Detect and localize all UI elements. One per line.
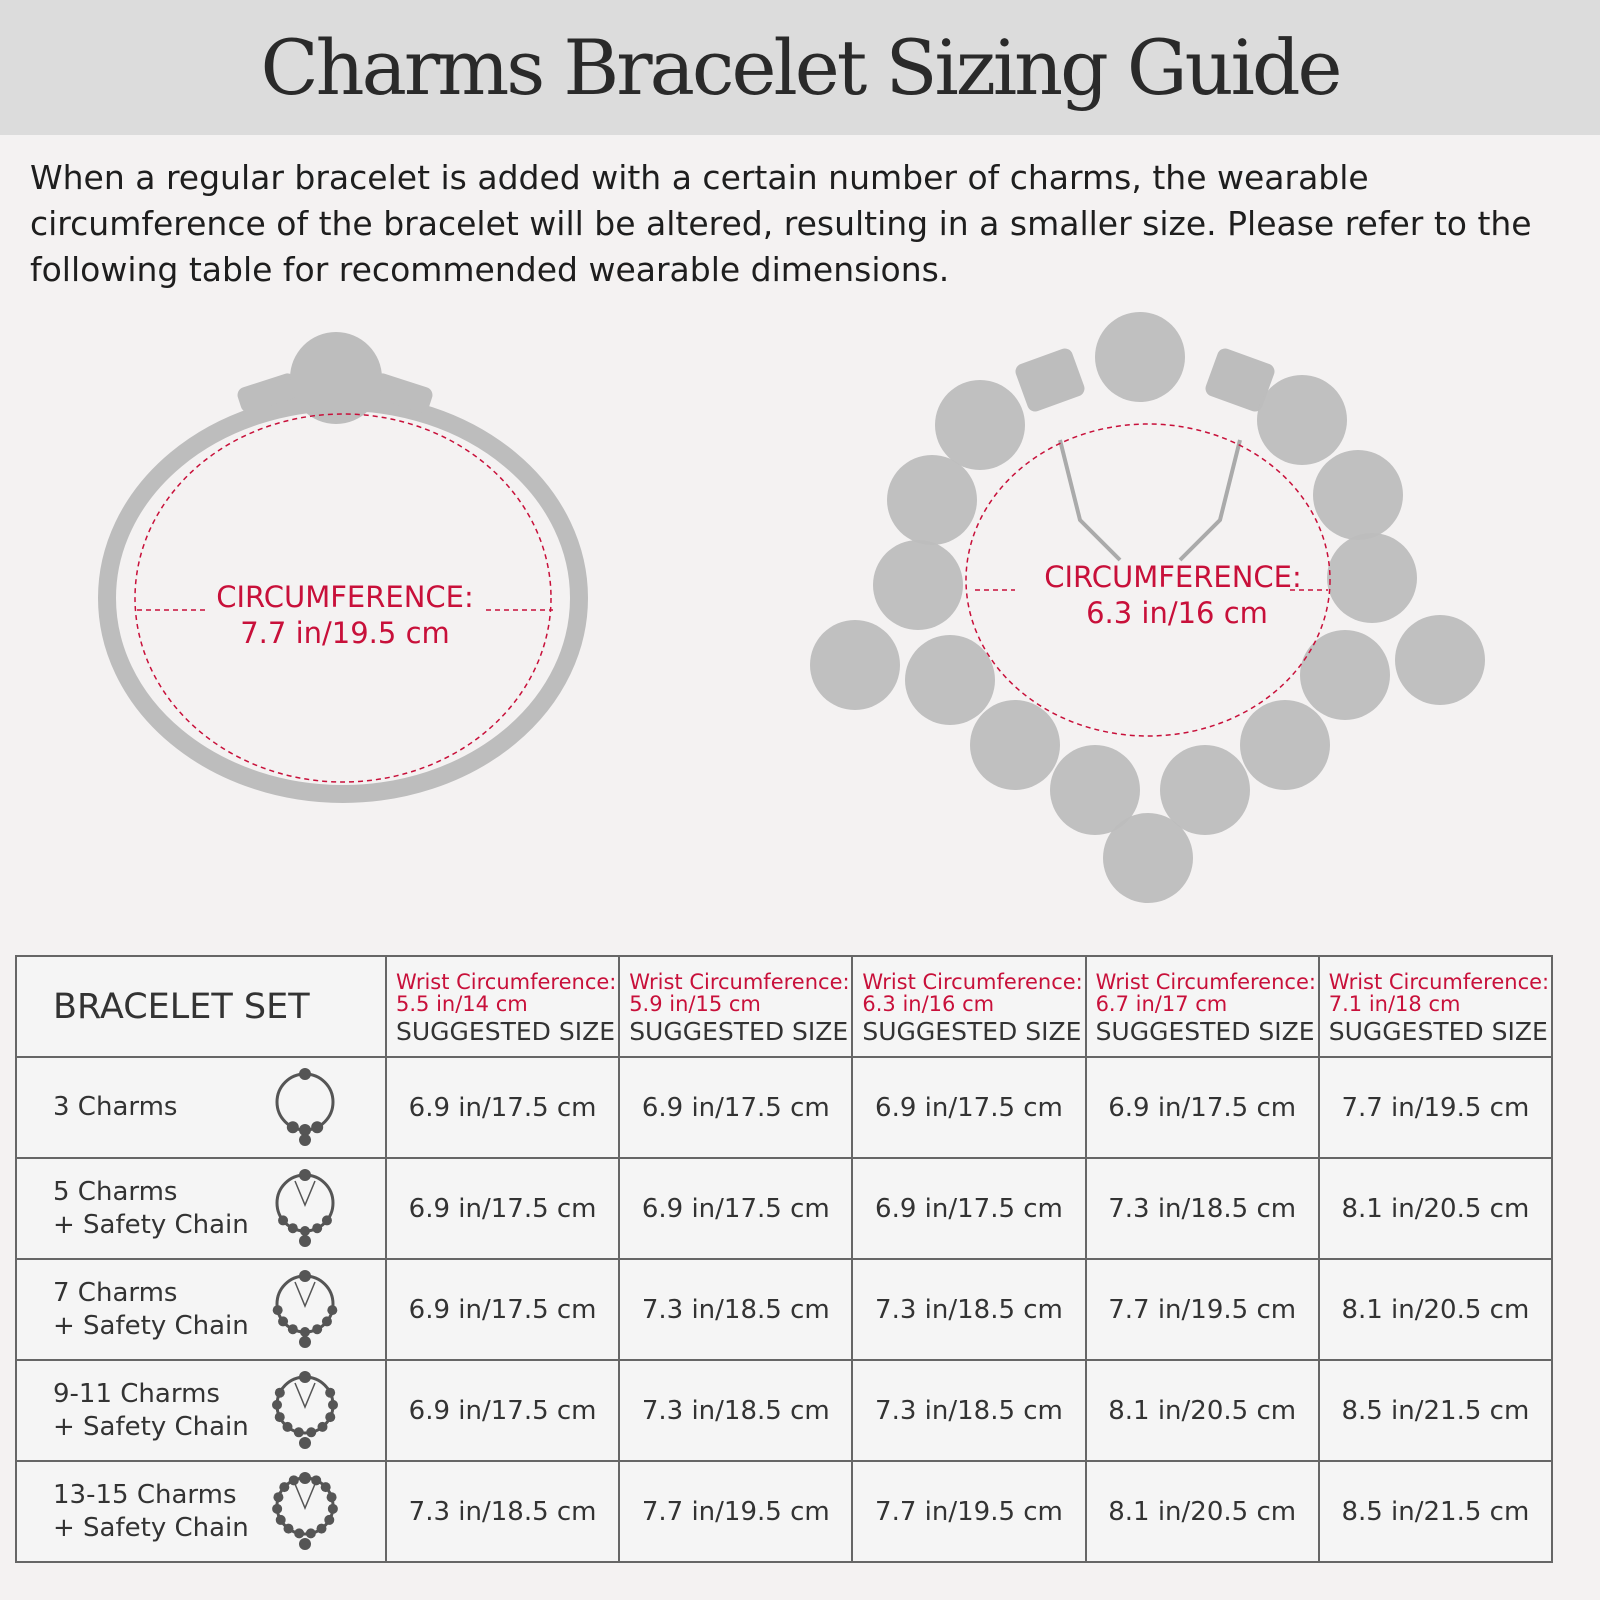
table-row: 9-11 Charms + Safety Chain 6.9 in/17.5 cm… xyxy=(15,1359,1554,1462)
set-name: 9-11 Charms xyxy=(53,1378,220,1409)
size-cell: 7.3 in/18.5 cm xyxy=(618,1258,854,1361)
wrist-size: 6.3 in/16 cm xyxy=(862,991,995,1016)
column-header: Wrist Circumference: 6.3 in/16 cm SUGGESTE… xyxy=(851,955,1087,1058)
size-cell: 8.5 in/21.5 cm xyxy=(1317,1460,1554,1563)
table-header-row: BRACELET SET Wrist Circumference: 5.5 in/… xyxy=(15,955,1554,1058)
intro-text: When a regular bracelet is added with a … xyxy=(30,158,1532,289)
wrist-size: 5.9 in/15 cm xyxy=(629,991,761,1016)
column-header: Wrist Circumference: 5.9 in/15 cm SUGGESTE… xyxy=(618,955,854,1058)
size-cell: 8.1 in/20.5 cm xyxy=(1317,1157,1554,1260)
suggested-size-label: SUGGESTED SIZE xyxy=(1095,1016,1315,1046)
charm-bead xyxy=(1300,630,1390,720)
right-circumference-label: CIRCUMFERENCE: xyxy=(1044,560,1302,594)
bracelet-set-cell: 9-11 Charms + Safety Chain xyxy=(15,1359,387,1462)
bracelet-set-cell: 13-15 Charms + Safety Chain xyxy=(15,1460,387,1563)
wrist-label: Wrist Circumference: xyxy=(396,969,617,994)
left-circumference-label: CIRCUMFERENCE: xyxy=(216,580,474,614)
size-cell: 8.5 in/21.5 cm xyxy=(1317,1359,1554,1462)
size-cell: 6.9 in/17.5 cm xyxy=(384,1359,621,1462)
wrist-size: 6.7 in/17 cm xyxy=(1095,991,1228,1016)
wrist-size: 7.1 in/18 cm xyxy=(1328,991,1461,1016)
charm-bead xyxy=(1160,745,1250,835)
size-cell: 6.9 in/17.5 cm xyxy=(851,1056,1087,1159)
table-row: 13-15 Charms + Safety Chain 7.3 in/18.5 c… xyxy=(15,1460,1554,1563)
wrist-label: Wrist Circumference: xyxy=(1095,969,1316,994)
column-header: Wrist Circumference: 5.5 in/14 cm SUGGESTE… xyxy=(384,955,621,1058)
size-cell: 8.1 in/20.5 cm xyxy=(1317,1258,1554,1361)
charm-bead xyxy=(970,700,1060,790)
size-cell: 7.3 in/18.5 cm xyxy=(1084,1157,1320,1260)
set-name: 7 Charms xyxy=(53,1277,178,1308)
size-cell: 7.7 in/19.5 cm xyxy=(1084,1258,1320,1361)
charm-bead xyxy=(935,380,1025,470)
suggested-size-label: SUGGESTED SIZE xyxy=(862,1016,1082,1046)
size-cell: 8.1 in/20.5 cm xyxy=(1084,1460,1320,1563)
size-cell: 6.9 in/17.5 cm xyxy=(384,1056,621,1159)
charm-bead xyxy=(873,540,963,630)
charm-bead xyxy=(1313,450,1403,540)
bracelet-13-15-charms-icon xyxy=(272,1472,338,1550)
bracelet-9-11-charms-icon xyxy=(272,1371,338,1449)
size-cell: 6.9 in/17.5 cm xyxy=(384,1157,621,1260)
bracelet-5-charms-icon xyxy=(275,1169,335,1247)
suggested-size-label: SUGGESTED SIZE xyxy=(396,1016,616,1046)
table-row: 5 Charms + Safety Chain 6.9 in/17.5 cm 6.9… xyxy=(15,1157,1554,1260)
left-circumference-value: 7.7 in/19.5 cm xyxy=(240,616,450,650)
bracelet-set-cell: 3 Charms xyxy=(15,1056,387,1159)
set-name: 13-15 Charms xyxy=(53,1479,237,1510)
bracelet-set-header: BRACELET SET xyxy=(15,955,387,1058)
set-extra: + Safety Chain xyxy=(53,1310,249,1341)
charm-bracelet-illustration: CIRCUMFERENCE: 6.3 in/16 cm xyxy=(810,312,1485,903)
bracelet-set-cell: 7 Charms + Safety Chain xyxy=(15,1258,387,1361)
title-banner: Charms Bracelet Sizing Guide xyxy=(0,0,1600,135)
size-cell: 6.9 in/17.5 cm xyxy=(1084,1056,1320,1159)
size-cell: 7.7 in/19.5 cm xyxy=(618,1460,854,1563)
charm-bead xyxy=(1103,813,1193,903)
wrist-label: Wrist Circumference: xyxy=(862,969,1083,994)
size-cell: 7.3 in/18.5 cm xyxy=(851,1359,1087,1462)
set-name: 3 Charms xyxy=(53,1092,178,1122)
charm-bead xyxy=(1257,375,1347,465)
size-cell: 7.7 in/19.5 cm xyxy=(1317,1056,1554,1159)
charm-bead xyxy=(1095,312,1185,402)
size-cell: 6.9 in/17.5 cm xyxy=(851,1157,1087,1260)
charm-bead xyxy=(887,455,977,545)
page-title: Charms Bracelet Sizing Guide xyxy=(260,23,1342,112)
size-cell: 6.9 in/17.5 cm xyxy=(618,1056,854,1159)
size-cell: 6.9 in/17.5 cm xyxy=(384,1258,621,1361)
wrist-label: Wrist Circumference: xyxy=(1328,969,1550,994)
size-cell: 8.1 in/20.5 cm xyxy=(1084,1359,1320,1462)
right-circumference-value: 6.3 in/16 cm xyxy=(1086,596,1268,630)
column-header: Wrist Circumference: 6.7 in/17 cm SUGGESTE… xyxy=(1084,955,1320,1058)
size-cell: 7.3 in/18.5 cm xyxy=(384,1460,621,1563)
set-extra: + Safety Chain xyxy=(53,1209,249,1240)
set-extra: + Safety Chain xyxy=(53,1512,249,1543)
charm-bead xyxy=(1327,533,1417,623)
bracelet-set-cell: 5 Charms + Safety Chain xyxy=(15,1157,387,1260)
charm-bead xyxy=(810,620,900,710)
column-header: Wrist Circumference: 7.1 in/18 cm SUGGESTE… xyxy=(1317,955,1554,1058)
size-cell: 7.3 in/18.5 cm xyxy=(618,1359,854,1462)
sizing-table: BRACELET SET Wrist Circumference: 5.5 in/… xyxy=(15,955,1554,1563)
size-cell: 7.7 in/19.5 cm xyxy=(851,1460,1087,1563)
bracelet-7-charms-icon xyxy=(272,1270,338,1348)
plain-bangle-illustration: CIRCUMFERENCE: 7.7 in/19.5 cm xyxy=(98,332,588,803)
bracelet-illustrations: CIRCUMFERENCE: 7.7 in/19.5 cm CIRCUMFERE… xyxy=(98,312,1485,903)
wrist-label: Wrist Circumference: xyxy=(629,969,850,994)
set-name: 5 Charms xyxy=(53,1176,178,1207)
size-cell: 6.9 in/17.5 cm xyxy=(618,1157,854,1260)
table-row: 3 Charms 6.9 in/17.5 cm 6.9 in/17.5 cm 6.9… xyxy=(15,1056,1554,1159)
charm-bead xyxy=(1050,745,1140,835)
charm-bead xyxy=(1240,700,1330,790)
set-extra: + Safety Chain xyxy=(53,1411,249,1442)
table-row: 7 Charms + Safety Chain 6.9 in/17.5 cm 7.3… xyxy=(15,1258,1554,1361)
wrist-size: 5.5 in/14 cm xyxy=(396,991,528,1016)
size-cell: 7.3 in/18.5 cm xyxy=(851,1258,1087,1361)
suggested-size-label: SUGGESTED SIZE xyxy=(1328,1016,1548,1046)
bracelet-3-charms-icon xyxy=(275,1068,335,1146)
charm-bead xyxy=(1395,615,1485,705)
charm-bead xyxy=(905,635,995,725)
suggested-size-label: SUGGESTED SIZE xyxy=(629,1016,849,1046)
